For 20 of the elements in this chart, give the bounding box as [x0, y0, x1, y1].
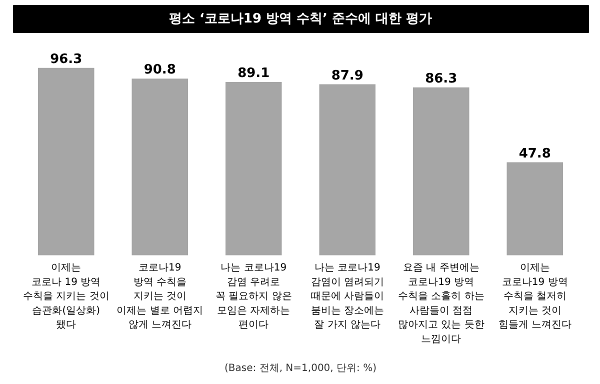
chart-title: 평소 ‘코로나19 방역 수칙’ 준수에 대한 평가 [168, 12, 432, 26]
x-tick-label: 이제는 코로나19 방역 수칙을 철저히 지키는 것이 힘들게 느껴진다 [498, 262, 572, 331]
bar [319, 84, 376, 256]
x-tick-label: 이제는 코로나 19 방역 수칙을 지키는 것이 습관화(일상화) 됐다 [22, 262, 110, 331]
x-tick-label: 요즘 내 주변에는 코로나19 방역 수칙을 소홀히 하는 사람들이 점점 많아지고 있는 듯한 느낌이다 [398, 262, 484, 345]
bar [226, 82, 282, 256]
data-label: 47.8 [518, 146, 551, 162]
x-tick-label: 나는 코로나19 감염이 염려되기 때문에 사람들이 붐비는 장소에는 잘 가지 않는다 [310, 262, 384, 331]
bar [413, 87, 470, 256]
x-tick-label: 코로나19 방역 수칙을 지키는 것이 이제는 별로 어렵지 않게 느껴진다 [116, 262, 204, 331]
data-label: 90.8 [144, 62, 176, 78]
data-label: 87.9 [331, 68, 364, 84]
data-label: 86.3 [425, 71, 458, 86]
bar [506, 162, 563, 256]
x-tick-label: 나는 코로나19 감염 우려로 꼭 필요하지 않은 모임은 자제하는 편이다 [215, 262, 292, 331]
bar [38, 68, 94, 256]
bar [132, 78, 188, 256]
data-label: 89.1 [238, 66, 270, 81]
text: (Base: 전체, N=1,000, 단위: %) [224, 363, 377, 374]
data-label: 96.3 [50, 52, 82, 67]
